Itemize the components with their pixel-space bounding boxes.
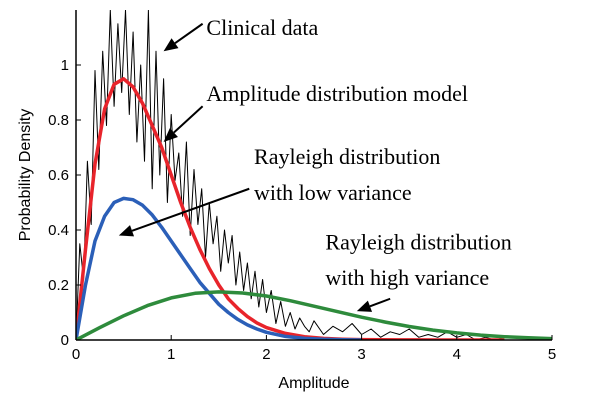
annotation-2: Rayleigh distribution <box>254 144 440 169</box>
annotation-arrow-2 <box>118 187 250 237</box>
y-tick-label: 1 <box>61 57 69 74</box>
y-ticks: 0 0.2 0.4 0.6 0.8 1 <box>48 57 81 349</box>
annotation-arrow-3 <box>356 297 391 312</box>
annotation-arrows <box>118 22 391 312</box>
x-ticks: 0 1 2 3 4 5 <box>72 335 556 363</box>
annotation-1: Amplitude distribution model <box>206 81 468 106</box>
x-axis-label: Amplitude <box>278 375 349 392</box>
y-tick-label: 0 <box>61 332 69 349</box>
annotation-3: with low variance <box>254 180 412 205</box>
annotation-4: Rayleigh distribution <box>325 229 511 254</box>
y-tick-label: 0.8 <box>48 112 69 129</box>
annotation-0: Clinical data <box>206 15 318 40</box>
series-line-2 <box>76 196 362 340</box>
y-axis-label: Probability Density <box>17 109 34 242</box>
plot-area <box>76 10 552 340</box>
y-tick-label: 0.2 <box>48 277 69 294</box>
series-line-3 <box>76 290 552 340</box>
x-tick-label: 5 <box>548 346 556 363</box>
x-tick-label: 3 <box>357 346 365 363</box>
series-line-0 <box>76 10 552 340</box>
y-tick-label: 0.6 <box>48 167 69 184</box>
annotations: Clinical data Amplitude distribution mode… <box>206 15 511 290</box>
annotation-arrow-1 <box>163 105 204 142</box>
x-tick-label: 2 <box>262 346 270 363</box>
x-tick-label: 0 <box>72 346 80 363</box>
annotation-5: with high variance <box>325 265 489 290</box>
y-tick-label: 0.4 <box>48 222 69 239</box>
x-tick-label: 4 <box>453 346 461 363</box>
x-tick-label: 1 <box>167 346 175 363</box>
annotation-arrow-0 <box>163 22 204 52</box>
